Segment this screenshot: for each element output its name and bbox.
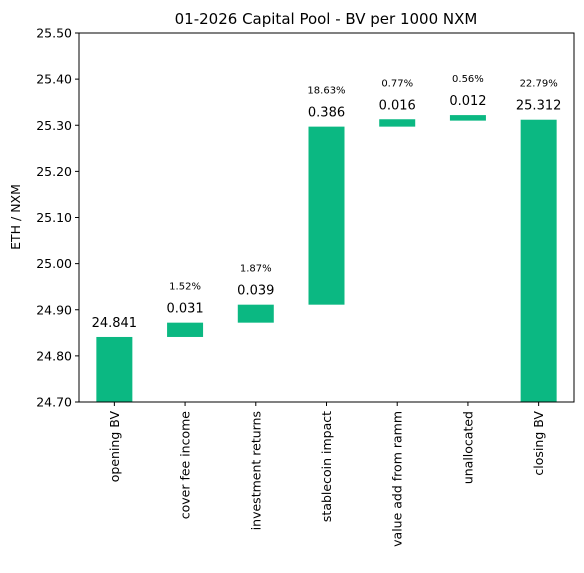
chart-title: 01-2026 Capital Pool - BV per 1000 NXM	[175, 10, 478, 28]
bar-value-label: 24.841	[92, 316, 138, 331]
bar-value-label: 0.031	[166, 302, 203, 317]
bar-value-label: 0.386	[308, 106, 345, 121]
bar-percent-label: 1.87%	[240, 264, 272, 275]
x-tick-label: investment returns	[248, 411, 263, 530]
bar-percent-label: 22.79%	[520, 79, 558, 90]
bar-percent-label: 0.77%	[381, 78, 413, 89]
y-tick-label: 25.50	[36, 26, 72, 41]
y-tick-label: 24.90	[36, 302, 72, 317]
bar	[237, 304, 274, 323]
bar	[520, 119, 557, 402]
bar-percent-label: 1.52%	[169, 282, 201, 293]
x-tick-label: closing BV	[531, 411, 546, 476]
bar	[308, 126, 345, 305]
y-tick-label: 24.80	[36, 348, 72, 363]
plot-frame	[78, 32, 575, 403]
x-tick-label: unallocated	[460, 411, 475, 484]
bar	[167, 322, 204, 337]
bar	[449, 115, 486, 121]
y-tick-label: 25.40	[36, 72, 72, 87]
y-axis-label: ETH / NXM	[8, 184, 23, 250]
bar-percent-label: 0.56%	[452, 74, 484, 85]
y-tick-label: 25.20	[36, 164, 72, 179]
x-tick-label: opening BV	[107, 411, 122, 483]
bar	[96, 336, 133, 402]
y-tick-label: 25.10	[36, 210, 72, 225]
bar-value-label: 0.016	[379, 98, 416, 113]
x-tick-label: cover fee income	[178, 411, 193, 520]
x-tick-label: stablecoin impact	[319, 411, 334, 522]
bar	[379, 119, 416, 127]
x-tick-label: value add from ramm	[390, 411, 405, 547]
bar-value-label: 0.012	[449, 94, 486, 109]
y-tick-label: 25.30	[36, 118, 72, 133]
bar-value-label: 0.039	[237, 284, 274, 299]
y-tick-label: 24.70	[36, 395, 72, 410]
bar-percent-label: 18.63%	[307, 86, 345, 97]
bar-value-label: 25.312	[516, 99, 562, 114]
y-tick-label: 25.00	[36, 256, 72, 271]
